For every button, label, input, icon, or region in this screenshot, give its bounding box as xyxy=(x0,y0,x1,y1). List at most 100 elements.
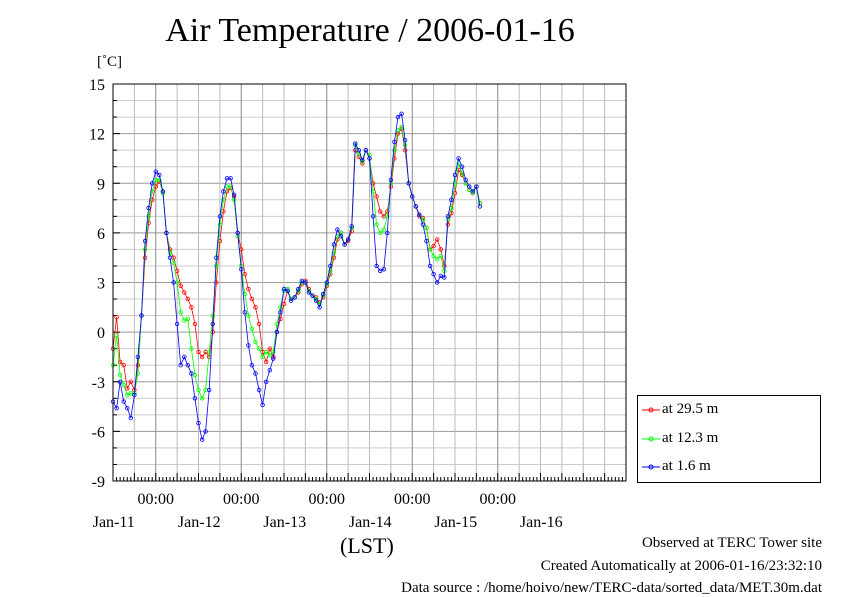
data-point xyxy=(260,402,265,408)
data-point xyxy=(267,368,272,373)
data-point xyxy=(427,263,433,269)
x-time-label: 00:00 xyxy=(223,491,259,508)
y-tick-label: 6 xyxy=(97,226,105,243)
data-point xyxy=(246,343,251,348)
series-layer xyxy=(110,111,483,442)
footer-data-source: Data source : /home/hoivo/new/TERC-data/… xyxy=(401,580,822,596)
data-point xyxy=(281,301,287,307)
data-point xyxy=(182,354,187,360)
data-point xyxy=(271,349,276,355)
data-point xyxy=(114,333,119,338)
data-point xyxy=(114,315,119,320)
data-point xyxy=(146,205,151,211)
data-point xyxy=(235,230,240,236)
data-point xyxy=(338,233,344,239)
data-point xyxy=(438,273,443,279)
data-point xyxy=(328,263,333,269)
data-point xyxy=(331,242,337,247)
legend-item-12-3m: at 12.3 m xyxy=(638,429,820,449)
data-point xyxy=(360,157,365,163)
data-point xyxy=(206,387,212,393)
series-line xyxy=(112,112,481,441)
data-point xyxy=(278,305,283,310)
data-point xyxy=(217,222,223,227)
data-point xyxy=(178,363,183,368)
data-point xyxy=(210,321,215,327)
data-point xyxy=(399,111,404,116)
data-point xyxy=(167,250,173,255)
data-point xyxy=(385,230,390,236)
x-date-label: Jan-12 xyxy=(178,514,221,531)
data-point xyxy=(264,359,269,365)
data-point xyxy=(385,214,390,219)
data-point xyxy=(174,321,180,327)
data-point xyxy=(402,137,408,143)
data-point xyxy=(185,296,190,302)
data-point xyxy=(413,204,418,209)
data-point xyxy=(381,227,386,232)
data-point xyxy=(157,172,162,178)
data-point xyxy=(192,372,198,378)
data-point xyxy=(335,227,340,232)
data-point xyxy=(125,386,130,391)
data-point xyxy=(435,280,440,285)
data-point xyxy=(249,296,255,302)
data-point xyxy=(317,305,322,310)
data-point xyxy=(185,316,190,322)
data-point xyxy=(267,353,272,358)
data-point xyxy=(142,238,148,244)
data-point xyxy=(267,346,272,351)
data-point xyxy=(246,313,251,318)
x-date-label: Jan-15 xyxy=(434,514,477,531)
data-point xyxy=(274,329,280,335)
data-point xyxy=(452,172,458,178)
data-point xyxy=(363,147,369,153)
data-point xyxy=(459,164,465,169)
data-point xyxy=(246,286,251,292)
x-date-label: Jan-16 xyxy=(520,514,563,531)
data-point xyxy=(470,189,475,194)
data-point xyxy=(196,349,201,355)
data-point xyxy=(231,192,237,197)
data-point xyxy=(374,194,379,199)
y-tick-label: -3 xyxy=(92,375,105,392)
legend-label: at 12.3 m xyxy=(662,430,719,446)
data-point xyxy=(139,313,144,318)
data-point xyxy=(182,290,187,295)
x-time-label: 00:00 xyxy=(309,491,345,508)
data-point xyxy=(114,406,119,411)
data-point xyxy=(153,169,158,174)
data-point xyxy=(431,243,436,249)
data-point xyxy=(135,354,141,360)
data-point xyxy=(435,257,440,262)
data-point xyxy=(410,194,415,199)
data-point xyxy=(217,214,223,219)
data-point xyxy=(249,326,255,331)
data-point xyxy=(452,181,458,186)
data-point xyxy=(264,379,269,384)
data-point xyxy=(435,237,440,242)
data-point xyxy=(167,255,173,260)
data-point xyxy=(271,356,276,361)
data-point xyxy=(221,197,226,202)
data-point xyxy=(264,349,269,355)
y-tick-label: 15 xyxy=(89,77,105,94)
data-point xyxy=(128,379,133,384)
y-tick-label: 0 xyxy=(97,325,105,342)
data-point xyxy=(160,189,166,194)
data-point xyxy=(474,184,479,189)
data-point xyxy=(285,288,290,293)
data-point xyxy=(331,250,337,255)
data-point xyxy=(199,437,205,442)
data-point xyxy=(331,255,337,260)
data-point xyxy=(149,189,155,194)
data-point xyxy=(345,237,351,242)
data-point xyxy=(135,363,141,368)
data-point xyxy=(125,406,130,411)
data-point xyxy=(117,379,123,384)
data-point xyxy=(149,181,155,186)
legend-item-29-5m: at 29.5 m xyxy=(638,400,820,420)
data-point xyxy=(463,177,468,183)
data-point xyxy=(256,321,262,327)
data-point xyxy=(278,316,283,322)
